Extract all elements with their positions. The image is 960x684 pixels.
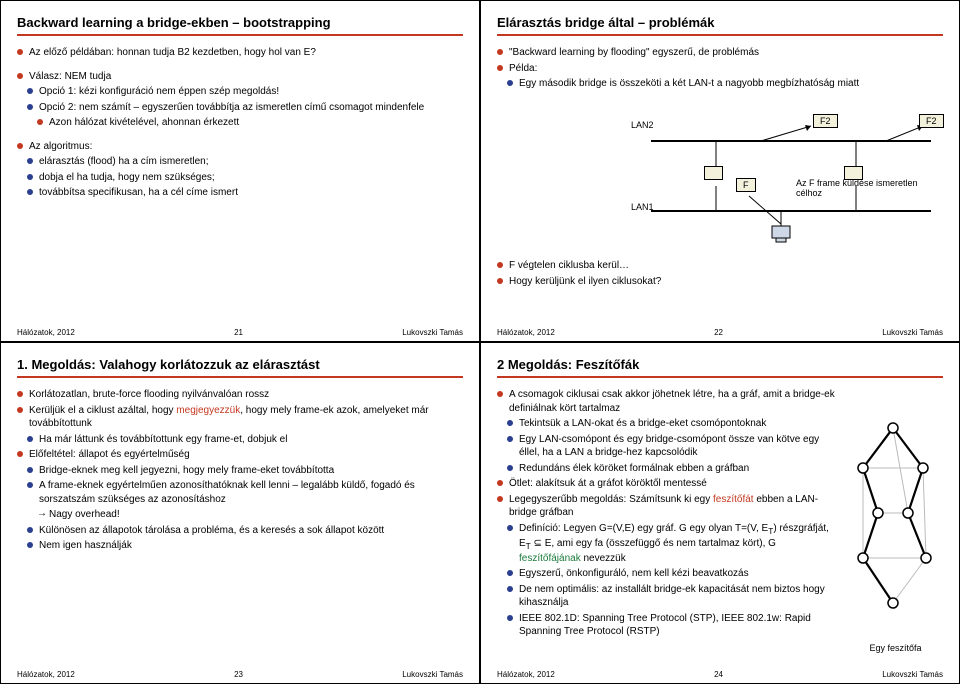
- slide-title: 1. Megoldás: Valahogy korlátozzuk az elá…: [17, 357, 463, 378]
- lan1-label: LAN1: [631, 202, 654, 212]
- bullet: De nem optimális: az installált bridge-e…: [507, 583, 840, 610]
- lan2-label: LAN2: [631, 120, 654, 130]
- bullet: elárasztás (flood) ha a cím ismeretlen;: [27, 155, 463, 169]
- bullet: Opció 1: kézi konfiguráció nem éppen szé…: [27, 85, 463, 99]
- bullet: Különösen az állapotok tárolása a problé…: [27, 524, 463, 538]
- bullet: dobja el ha tudja, hogy nem szükséges;: [27, 171, 463, 185]
- f-box: F: [736, 178, 756, 192]
- f2-box-left: F2: [813, 114, 838, 128]
- slide-title: Elárasztás bridge által – problémák: [497, 15, 943, 36]
- bullet: Egy második bridge is összeköti a két LA…: [507, 77, 943, 91]
- slide-number: 22: [714, 328, 723, 337]
- bridge-left: [704, 166, 723, 180]
- fig-caption: Az F frame küldése ismeretlen célhoz: [796, 178, 926, 198]
- bullet: A frame-eknek egyértelműen azonosíthatók…: [27, 479, 463, 506]
- bullet: Egy LAN-csomópont és egy bridge-csomópon…: [507, 433, 840, 460]
- bullet: Ha már láttunk és továbbítottunk egy fra…: [27, 433, 463, 447]
- footer-right: Lukovszki Tamás: [402, 670, 463, 679]
- slide-22: Elárasztás bridge által – problémák "Bac…: [480, 0, 960, 342]
- slide-number: 24: [714, 670, 723, 679]
- footer-right: Lukovszki Tamás: [882, 328, 943, 337]
- network-diagram: LAN2 LAN1 F2 F2 F Az F frame küldése ism…: [631, 116, 941, 256]
- bullet: Egyszerű, önkonfiguráló, nem kell kézi b…: [507, 567, 840, 581]
- slide-title: Backward learning a bridge-ekben – boots…: [17, 15, 463, 36]
- footer-left: Hálózatok, 2012: [17, 328, 75, 337]
- bullet: továbbítsa specifikusan, ha a cél címe i…: [27, 186, 463, 200]
- slide-21: Backward learning a bridge-ekben – boots…: [0, 0, 480, 342]
- bullet: Korlátozatlan, brute-force flooding nyil…: [17, 388, 463, 402]
- bullet: Az előző példában: honnan tudja B2 kezde…: [17, 46, 463, 60]
- bullet: Előfeltétel: állapot és egyértelműség: [17, 448, 463, 462]
- slide-24: 2 Megoldás: Feszítőfák A csomagok ciklus…: [480, 342, 960, 684]
- bullet: A csomagok ciklusai csak akkor jöhetnek …: [497, 388, 840, 415]
- bullet: "Backward learning by flooding" egyszerű…: [497, 46, 943, 60]
- bullet: Definíció: Legyen G=(V,E) egy gráf. G eg…: [507, 522, 840, 566]
- bullet: Válasz: NEM tudja: [17, 70, 463, 84]
- slide-number: 21: [234, 328, 243, 337]
- bullet: Az algoritmus:: [17, 140, 463, 154]
- bullet: Legegyszerűbb megoldás: Számítsunk ki eg…: [497, 493, 840, 520]
- bullet: Hogy kerüljünk el ilyen ciklusokat?: [497, 275, 943, 289]
- bullet: Redundáns élek köröket formálnak ebben a…: [507, 462, 840, 476]
- footer-right: Lukovszki Tamás: [882, 670, 943, 679]
- slide-title: 2 Megoldás: Feszítőfák: [497, 357, 943, 378]
- slide-footer: Hálózatok, 2012 23 Lukovszki Tamás: [17, 670, 463, 679]
- slide-footer: Hálózatok, 2012 24 Lukovszki Tamás: [497, 670, 943, 679]
- bullet: Azon hálózat kivételével, ahonnan érkeze…: [37, 116, 463, 130]
- slide-footer: Hálózatok, 2012 22 Lukovszki Tamás: [497, 328, 943, 337]
- spanning-tree-figure: Egy feszítőfa: [848, 388, 943, 653]
- bullet: IEEE 802.1D: Spanning Tree Protocol (STP…: [507, 612, 840, 639]
- bullet: Bridge-eknek meg kell jegyezni, hogy mel…: [27, 464, 463, 478]
- computer-icon: [769, 224, 793, 251]
- bullet: Kerüljük el a ciklust azáltal, hogy megj…: [17, 404, 463, 431]
- footer-left: Hálózatok, 2012: [497, 328, 555, 337]
- footer-left: Hálózatok, 2012: [17, 670, 75, 679]
- tree-caption: Egy feszítőfa: [848, 643, 943, 653]
- bullet: Opció 2: nem számít – egyszerűen továbbí…: [27, 101, 463, 115]
- slide-footer: Hálózatok, 2012 21 Lukovszki Tamás: [17, 328, 463, 337]
- f2-box-right: F2: [919, 114, 944, 128]
- bullet: F végtelen ciklusba kerül…: [497, 259, 943, 273]
- footer-left: Hálózatok, 2012: [497, 670, 555, 679]
- slide-number: 23: [234, 670, 243, 679]
- tree-svg: [848, 418, 943, 638]
- bullet: Nagy overhead!: [37, 508, 463, 522]
- bullets: Az előző példában: honnan tudja B2 kezde…: [17, 46, 463, 60]
- slide-23: 1. Megoldás: Valahogy korlátozzuk az elá…: [0, 342, 480, 684]
- footer-right: Lukovszki Tamás: [402, 328, 463, 337]
- bullet: Nem igen használják: [27, 539, 463, 553]
- bullet: Példa:: [497, 62, 943, 76]
- bullet: Tekintsük a LAN-okat és a bridge-eket cs…: [507, 417, 840, 431]
- bullet: Ötlet: alakítsuk át a gráfot köröktől me…: [497, 477, 840, 491]
